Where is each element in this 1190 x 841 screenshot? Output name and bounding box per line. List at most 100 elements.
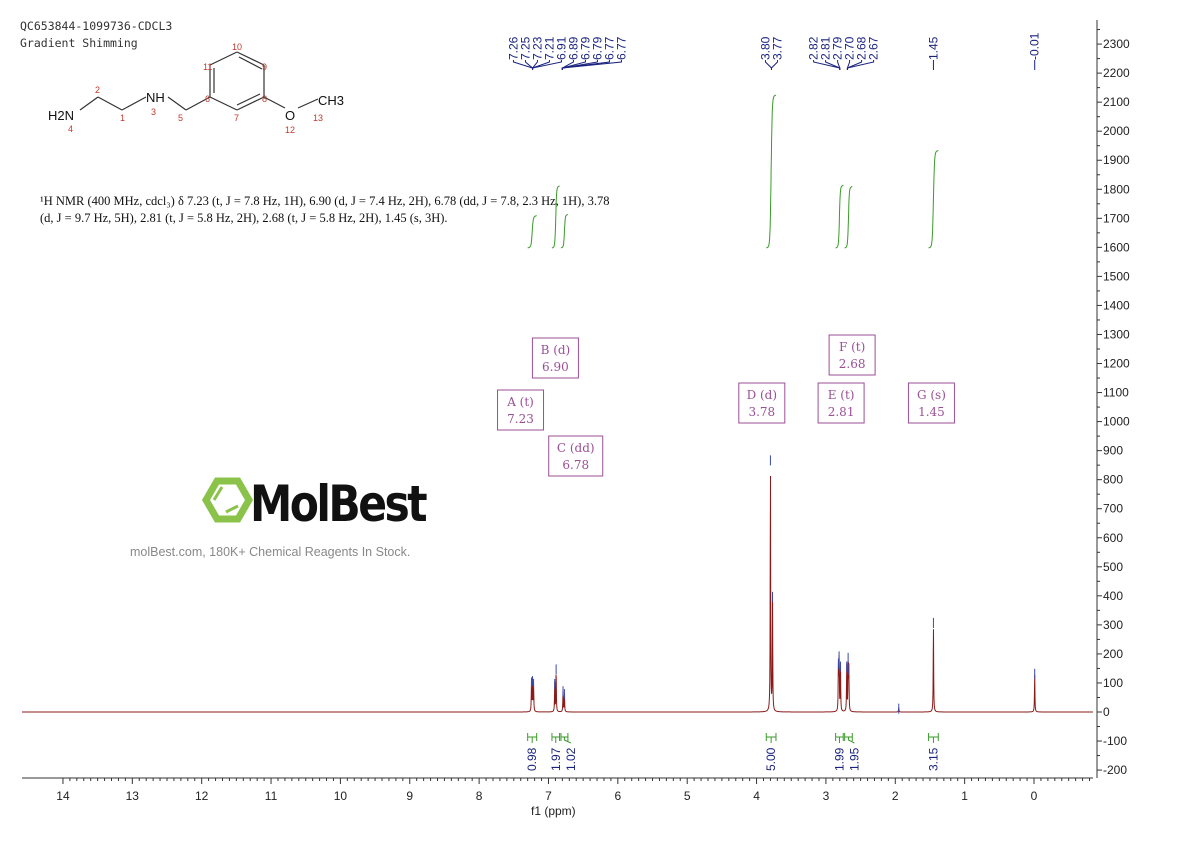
y-tick-label: 400 [1103, 589, 1123, 603]
x-tick-label: 6 [614, 789, 621, 803]
integral-bar-tick [563, 737, 571, 744]
y-tick-label: 2200 [1103, 66, 1130, 80]
y-tick-label: 1400 [1103, 298, 1130, 312]
atom-number: 1 [120, 113, 125, 123]
x-tick-label: 13 [126, 789, 140, 803]
peak-label: 2.81 [819, 36, 833, 60]
multiplet-label: F (t) [839, 340, 865, 354]
atom-number: 11 [203, 62, 212, 72]
y-tick-label: 300 [1103, 618, 1123, 632]
y-tick-label: 0 [1103, 705, 1110, 719]
nmr-description: ¹H NMR (400 MHz, cdcl₃) δ 7.23 (t, J = 7… [40, 194, 610, 225]
y-tick-label: 1000 [1103, 415, 1130, 429]
y-tick-label: 500 [1103, 560, 1123, 574]
peak-label-leader [764, 60, 772, 70]
integral-value: 3.15 [926, 747, 940, 771]
atom-number: 3 [151, 107, 156, 117]
y-tick-label: 1200 [1103, 357, 1130, 371]
y-tick-label: 600 [1103, 531, 1123, 545]
integral-curve [844, 186, 853, 249]
x-tick-label: 3 [823, 789, 830, 803]
watermark-tagline: molBest.com, 180K+ Chemical Reagents In … [130, 545, 411, 559]
y-tick-label: 900 [1103, 444, 1123, 458]
peak-label: 6.89 [566, 36, 580, 60]
multiplet-shift: 1.45 [918, 405, 945, 419]
y-tick-label: -200 [1103, 763, 1127, 777]
peak-label: 2.68 [855, 36, 869, 60]
atom-number: 5 [178, 113, 183, 123]
peak-label: 2.82 [807, 36, 821, 60]
atom-number: 6 [205, 94, 210, 104]
multiplet-box [548, 435, 604, 477]
peak-label: 2.67 [867, 36, 881, 60]
multiplet-label: G (s) [917, 388, 946, 402]
x-axis-title: f1 (ppm) [531, 804, 576, 818]
peak-label: 6.77 [602, 36, 616, 60]
peak-label-leader [561, 60, 574, 70]
x-tick-label: 14 [56, 789, 70, 803]
x-tick-label: 9 [406, 789, 413, 803]
atom-number: 12 [285, 125, 295, 135]
x-tick-label: 5 [684, 789, 691, 803]
x-tick-label: 12 [195, 789, 209, 803]
peak-label: 6.79 [590, 36, 604, 60]
atom-o: O [285, 108, 295, 123]
peak-label: -0.01 [1028, 32, 1042, 60]
atom-number: 2 [95, 85, 100, 95]
atom-number: 8 [262, 94, 267, 104]
peak-label-leader [813, 60, 841, 70]
y-tick-label: 100 [1103, 676, 1123, 690]
peak-label-leader [846, 60, 875, 70]
molecule-structure: H2N NH O CH3 1 2 3 4 5 6 7 8 9 10 11 12 … [48, 42, 344, 135]
peak-label: 1.45 [926, 36, 940, 60]
peak-label: 2.70 [843, 36, 857, 60]
integral-curve [835, 184, 844, 249]
atom-nh: NH [146, 90, 165, 105]
integral-curve [527, 215, 537, 249]
sample-id: QC653844-1099736-CDCL3 [20, 19, 173, 33]
integral-value: 1.99 [832, 747, 846, 771]
spectrum-line [22, 476, 1093, 713]
multiplet-shift: 6.78 [562, 458, 589, 472]
peak-label: 6.77 [614, 36, 628, 60]
y-tick-label: 2100 [1103, 95, 1130, 109]
peak-label-leader [524, 60, 534, 70]
method-label: Gradient Shimming [20, 36, 138, 50]
atom-number: 10 [232, 42, 242, 52]
multiplet-box [907, 382, 955, 424]
x-tick-label: 4 [753, 789, 760, 803]
x-tick-label: 0 [1031, 789, 1038, 803]
peak-label: 6.91 [554, 36, 568, 60]
y-tick-label: 1700 [1103, 211, 1130, 225]
peak-label-leader [561, 60, 622, 70]
y-tick-label: -100 [1103, 734, 1127, 748]
atom-number: 13 [313, 113, 323, 123]
integral-value: 5.00 [764, 747, 778, 771]
y-tick-label: 1500 [1103, 269, 1130, 283]
y-tick-label: 1900 [1103, 153, 1130, 167]
peak-label: 3.77 [770, 36, 784, 60]
multiplet-label: A (t) [506, 395, 534, 409]
multiplet-box [738, 382, 786, 424]
y-tick-label: 1800 [1103, 182, 1130, 196]
atom-number: 4 [68, 124, 73, 134]
peak-label: 2.79 [831, 36, 845, 60]
multiplet-box [817, 382, 865, 424]
multiplet-shift: 3.78 [748, 405, 775, 419]
integral-value: 1.02 [564, 747, 578, 771]
multiplet-box [828, 334, 876, 376]
peak-label-leader [770, 60, 778, 70]
multiplet-shift: 7.23 [507, 412, 534, 426]
x-tick-label: 1 [961, 789, 968, 803]
peak-label-leader [532, 60, 562, 70]
integral-curve [766, 94, 777, 249]
peak-label-leader [532, 60, 538, 70]
multiplet-box [531, 337, 579, 379]
y-tick-label: 200 [1103, 647, 1123, 661]
atom-h2n: H2N [48, 108, 74, 123]
atom-ch3: CH3 [318, 93, 344, 108]
x-tick-label: 8 [476, 789, 483, 803]
x-tick-label: 7 [545, 789, 552, 803]
multiplet-shift: 6.90 [542, 360, 569, 374]
